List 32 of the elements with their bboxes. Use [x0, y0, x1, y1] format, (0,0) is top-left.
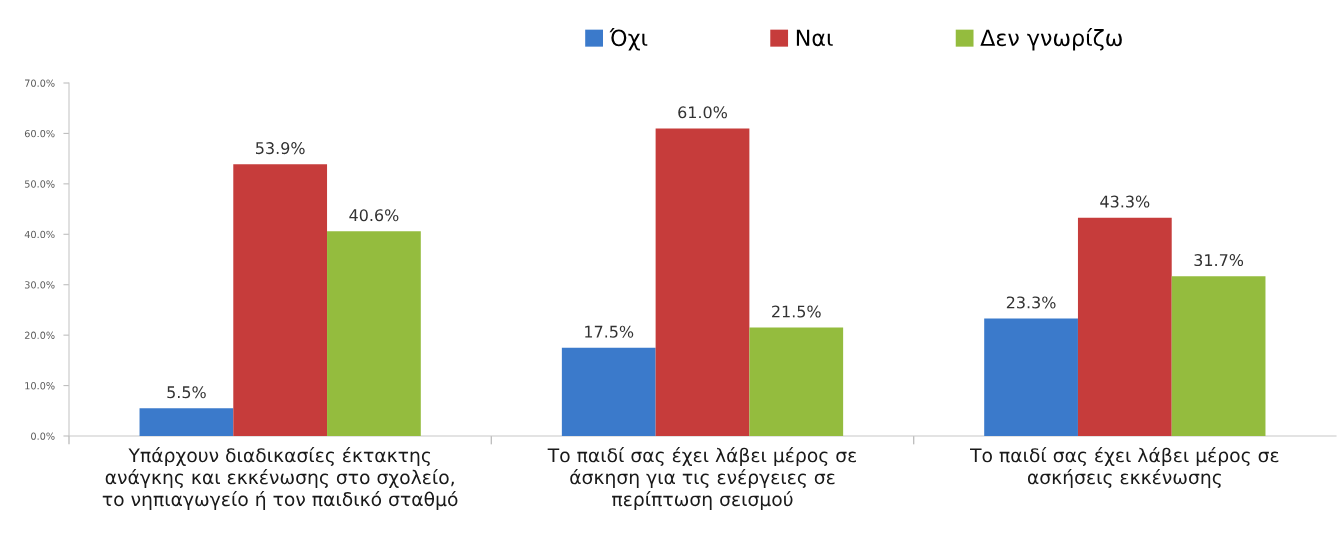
data-label: 23.3%: [1006, 296, 1056, 309]
y-tick-label: 70.0%: [25, 79, 55, 87]
bar: [561, 347, 656, 436]
data-label: 43.3%: [1100, 195, 1150, 208]
data-label: 5.5%: [167, 386, 206, 399]
y-tick-label: 0.0%: [31, 432, 55, 440]
data-label: 21.5%: [772, 305, 821, 318]
bar: [749, 327, 844, 436]
bar: [984, 318, 1078, 436]
data-label: 17.5%: [585, 325, 634, 338]
data-label: 40.6%: [349, 209, 399, 222]
bar: [327, 231, 421, 436]
y-tick-label: 30.0%: [24, 281, 55, 289]
y-tick-label: 50.0%: [24, 180, 55, 188]
bar: [1077, 217, 1172, 436]
x-tick-label: Το παιδί σας έχει λάβει μέρος σε ασκήσεις εκκένωσης: [970, 447, 1279, 488]
bar: [1171, 276, 1266, 436]
bar: [139, 408, 234, 436]
y-tick-label: 40.0%: [24, 230, 55, 239]
legend-label: Ναι: [796, 29, 833, 47]
data-label: 53.9%: [256, 142, 305, 155]
x-tick-label: Υπάρχουν διαδικασίες έκτακτης ανάγκης και εκκένωσης στο σχολείο, το νηπιαγωγείο ή τον παιδικό σταθμό: [102, 447, 458, 510]
legend-label: Όχι: [609, 28, 648, 51]
legend-label: Δεν γνωρίζω: [980, 28, 1122, 51]
y-tick-label: 10.0%: [25, 382, 55, 390]
data-label: 61.0%: [678, 106, 727, 119]
data-label: 31.7%: [1194, 254, 1244, 267]
y-tick-label: 20.0%: [24, 331, 55, 339]
y-tick-label: 60.0%: [24, 129, 55, 138]
bar: [655, 128, 750, 436]
x-tick-label: Το παιδί σας έχει λάβει μέρος σε άσκηση για τις ενέργειες σε περίπτωση σεισμού: [547, 447, 856, 510]
bar: [233, 164, 328, 436]
